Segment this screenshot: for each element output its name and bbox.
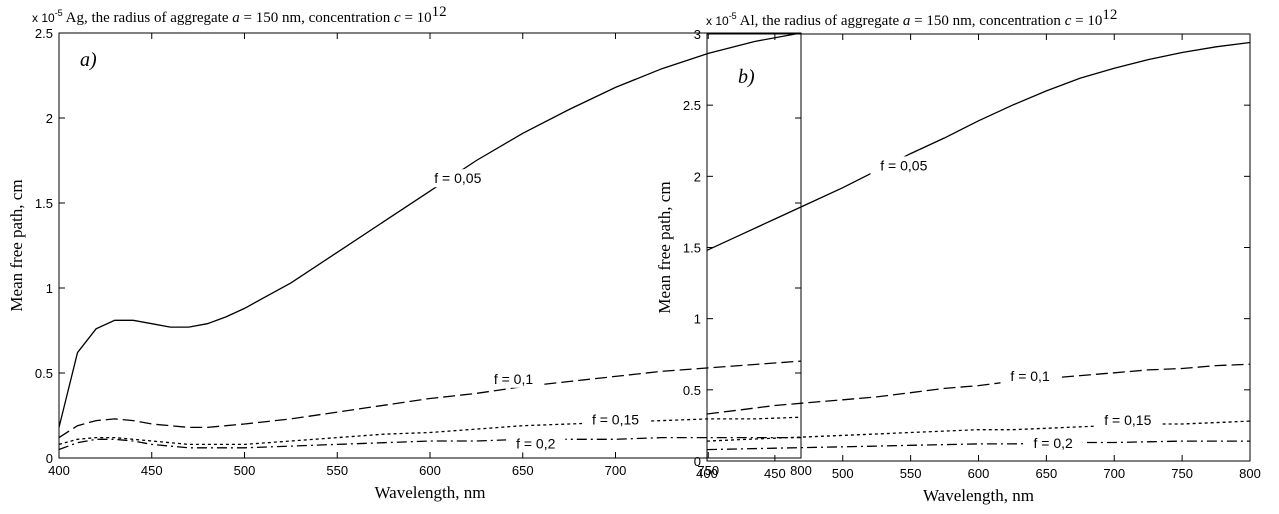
y-tick-label: 1 [46,281,53,296]
x-tick-label: 650 [512,463,534,478]
x-tick-label: 400 [696,466,718,481]
annotation-bg [1023,433,1083,452]
multiplier-exponent: -5 [729,11,737,21]
y-tick-label: 1 [694,312,701,327]
y-tick-label: 2 [694,169,701,184]
series-line-4 [706,440,1250,451]
y-tick-label: 2 [46,111,53,126]
y-tick-label: 0.5 [35,366,53,381]
title-text-eq: = 10 [1071,13,1102,29]
curve-label: f = 0,05 [880,157,927,173]
chart-title: x 10-5 Ag, the radius of aggregate a = 1… [32,4,447,26]
x-tick-label: 700 [605,463,627,478]
y-tick-label: 0.5 [683,383,701,398]
x-tick-label: 550 [900,466,922,481]
x-tick-label: 500 [832,466,854,481]
curve-label: f = 0,1 [1010,368,1050,384]
chart-b-aluminum: 400 450 500 550 600 650 700 750 800 0 0.5 1 1.5 2 2.5 3… [655,7,1261,505]
y-tick-label: 2.5 [35,26,53,41]
x-tick-label: 600 [968,466,990,481]
title-text-mid: = 150 nm, concentration [240,10,394,26]
x-tick-label: 650 [1036,466,1058,481]
x-tick-label: 750 [1171,466,1193,481]
y-tick-label: 0 [694,454,701,469]
title-exponent: 12 [432,4,447,20]
series-line-1 [706,41,1251,251]
x-tick-label: 450 [141,463,163,478]
annotation-bg [506,434,566,453]
annotation-bg [870,156,938,175]
series-line-3 [706,420,1251,442]
annotation-bg [1000,367,1060,386]
curve-label: f = 0,05 [434,170,481,186]
y-tick-label: 1.5 [35,196,53,211]
chart-title: x 10-5 Al, the radius of aggregate a = 1… [706,7,1117,29]
y-tick-label: 2.5 [683,98,701,113]
multiplier-base: x 10 [706,14,729,28]
x-axis-label: Wavelength, nm [923,486,1034,505]
series-line-2 [58,360,802,439]
x-tick-label: 800 [790,463,812,478]
annotation-bg [483,369,544,388]
x-tick-label: 500 [234,463,256,478]
y-tick-label: 1.5 [683,241,701,256]
title-text-mid: = 150 nm, concentration [910,13,1064,29]
axes-box [706,33,1251,462]
curve-label: f = 0,15 [592,412,639,428]
x-axis-label: Wavelength, nm [375,483,486,502]
y-axis-label: Mean free path, cm [655,181,674,313]
multiplier-base: x 10 [32,11,55,25]
curve-label: f = 0,1 [494,371,534,387]
title-exponent: 12 [1102,7,1117,23]
curve-label: f = 0,2 [1034,435,1074,451]
y-tick-label: 0 [46,451,53,466]
title-text: Al, the radius of aggregate [740,13,903,29]
curve-label: f = 0,2 [516,435,556,451]
x-tick-label: 600 [419,463,441,478]
series-line-4 [58,436,801,451]
x-tick-label: 750 [697,463,719,478]
annotation-bg [1094,411,1162,430]
chart-a-silver: 400 450 500 550 600 650 700 750 800 0 0.5 1 1.5 2 2.5 W… [7,4,812,502]
series-line-2 [706,363,1251,415]
annotation-bg [582,410,649,429]
x-tick-label: 800 [1239,466,1261,481]
title-text-eq: = 10 [401,10,432,26]
title-var-c: c [394,10,401,26]
panel-label: a) [80,49,97,71]
annotation-bg [424,169,492,188]
title-text: Ag, the radius of aggregate [66,10,233,26]
panel-label: b) [738,66,755,88]
title-var-c: c [1065,13,1072,29]
y-tick-label: 3 [694,27,701,42]
curve-label: f = 0,15 [1104,412,1151,428]
x-tick-label: 550 [326,463,348,478]
title-var-a: a [903,13,911,29]
series-line-1 [58,32,802,428]
y-axis-label: Mean free path, cm [7,179,26,311]
x-tick-label: 700 [1103,466,1125,481]
multiplier-exponent: -5 [55,8,63,18]
title-var-a: a [232,10,240,26]
x-tick-label: 450 [764,466,786,481]
series-line-3 [58,416,802,446]
x-tick-label: 400 [48,463,70,478]
